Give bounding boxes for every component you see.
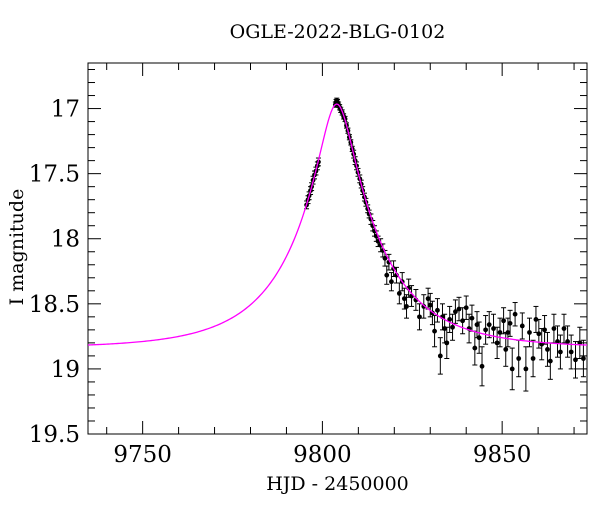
svg-text:9850: 9850 bbox=[473, 442, 532, 468]
svg-text:17.5: 17.5 bbox=[29, 162, 80, 188]
plot-title: OGLE-2022-BLG-0102 bbox=[229, 21, 446, 43]
svg-text:18: 18 bbox=[51, 227, 80, 253]
svg-text:19: 19 bbox=[51, 357, 80, 383]
svg-text:18.5: 18.5 bbox=[29, 292, 80, 318]
svg-text:9750: 9750 bbox=[113, 442, 172, 468]
svg-text:9800: 9800 bbox=[293, 442, 352, 468]
x-axis-label: HJD - 2450000 bbox=[266, 473, 409, 495]
svg-text:17: 17 bbox=[51, 97, 80, 123]
svg-text:19.5: 19.5 bbox=[29, 422, 80, 448]
